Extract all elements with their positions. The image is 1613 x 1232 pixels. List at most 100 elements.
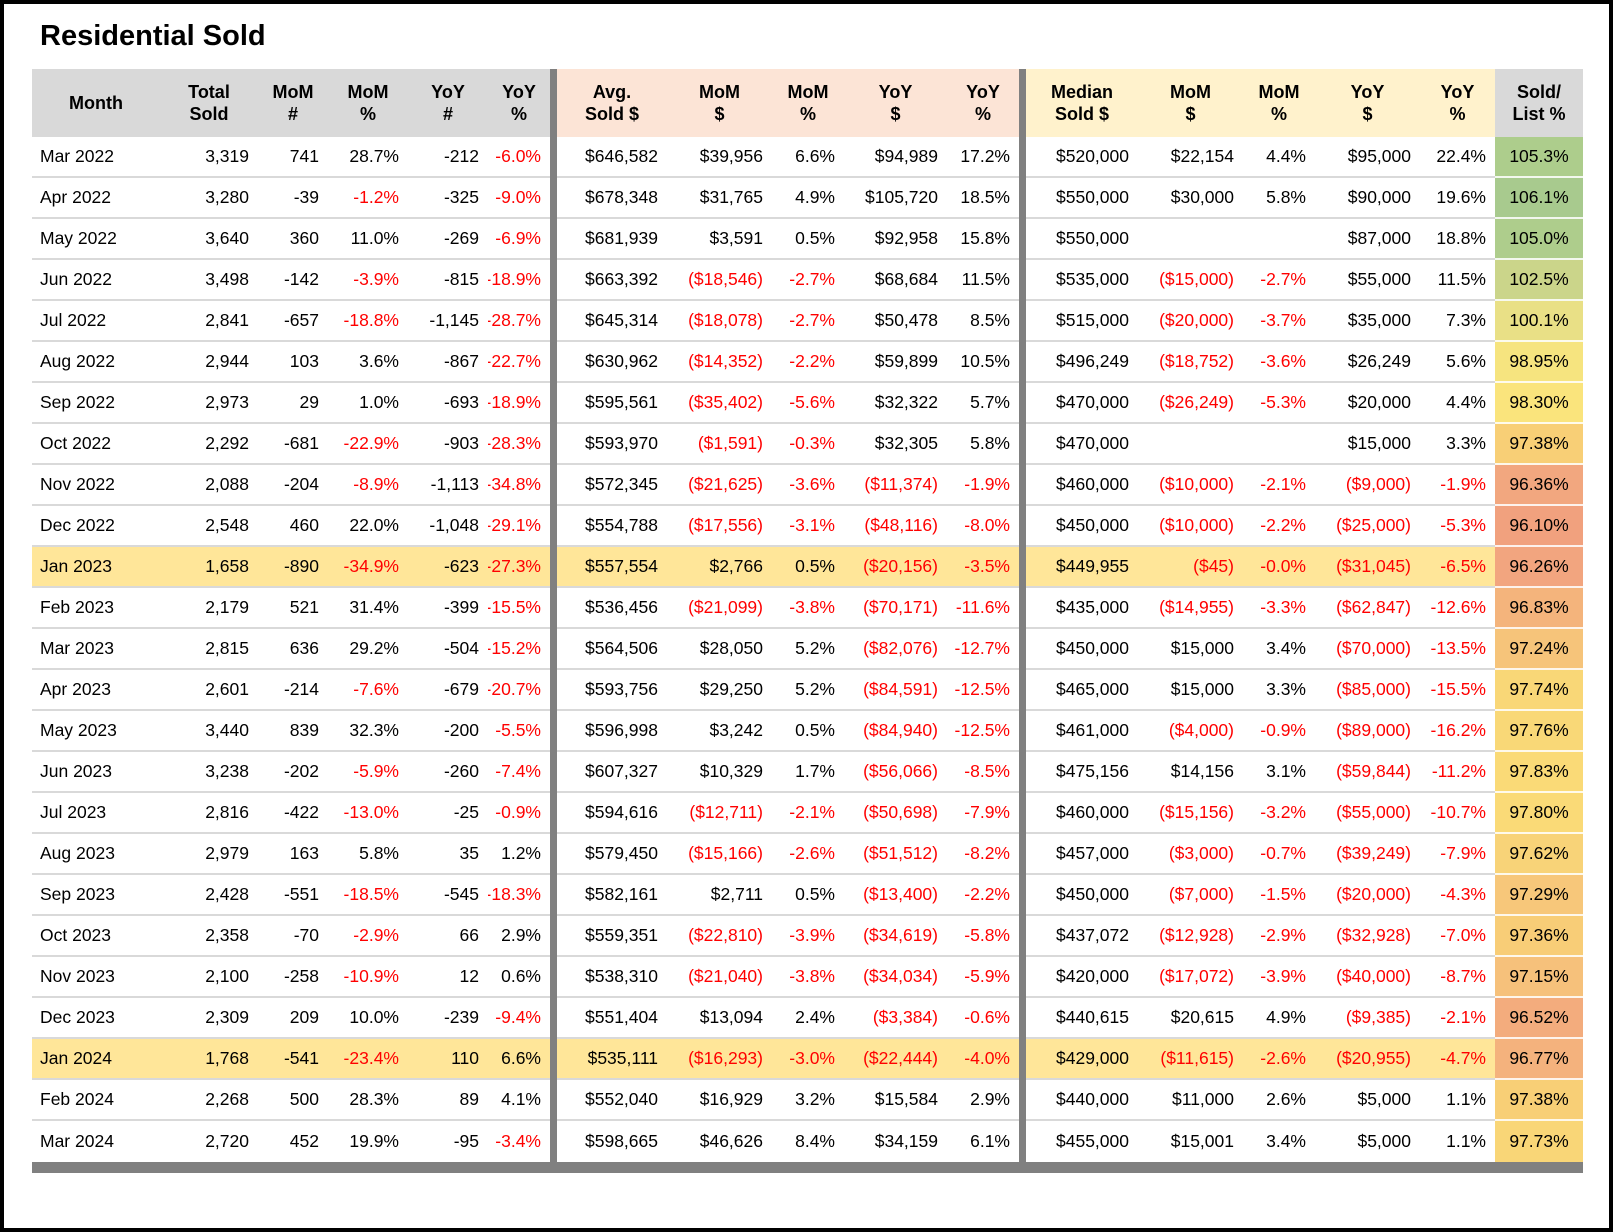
section-divider xyxy=(550,465,557,506)
cell-yoy-num: -269 xyxy=(408,219,488,260)
column-header-total-sold: TotalSold xyxy=(160,69,258,137)
cell-sold-list-pct: 97.15% xyxy=(1495,957,1583,998)
cell-avg-sold: $538,310 xyxy=(557,957,667,998)
cell-total-sold: 2,973 xyxy=(160,383,258,424)
cell-median-sold: $475,156 xyxy=(1026,752,1138,793)
cell-avg-sold: $595,561 xyxy=(557,383,667,424)
cell-mom-num: 460 xyxy=(258,506,328,547)
cell-avg-mom-usd: $16,929 xyxy=(667,1080,772,1121)
cell-avg-sold: $557,554 xyxy=(557,547,667,588)
cell-avg-mom-pct: 0.5% xyxy=(772,875,844,916)
section-divider xyxy=(1019,998,1026,1039)
table-row: Jan 20241,768-541-23.4%1106.6%$535,111($… xyxy=(32,1039,1583,1080)
cell-avg-yoy-usd: ($84,940) xyxy=(844,711,947,752)
cell-avg-yoy-pct: 6.1% xyxy=(947,1121,1019,1162)
cell-mom-pct: -23.4% xyxy=(328,1039,408,1080)
cell-median-sold: $550,000 xyxy=(1026,219,1138,260)
cell-avg-yoy-pct: -5.8% xyxy=(947,916,1019,957)
cell-avg-mom-usd: $31,765 xyxy=(667,178,772,219)
cell-avg-mom-pct: 3.2% xyxy=(772,1080,844,1121)
cell-avg-sold: $536,456 xyxy=(557,588,667,629)
cell-mom-num: -258 xyxy=(258,957,328,998)
cell-yoy-pct: -18.3% xyxy=(488,875,550,916)
cell-med-mom-usd: ($15,156) xyxy=(1138,793,1243,834)
cell-yoy-pct: 4.1% xyxy=(488,1080,550,1121)
cell-med-mom-pct: 3.3% xyxy=(1243,670,1315,711)
cell-avg-mom-pct: -2.2% xyxy=(772,342,844,383)
cell-avg-mom-pct: 4.9% xyxy=(772,178,844,219)
cell-med-mom-pct: 3.4% xyxy=(1243,629,1315,670)
section-divider xyxy=(1019,383,1026,424)
cell-avg-yoy-usd: $92,958 xyxy=(844,219,947,260)
cell-yoy-num: 89 xyxy=(408,1080,488,1121)
cell-avg-yoy-usd: $34,159 xyxy=(844,1121,947,1162)
cell-avg-yoy-usd: ($3,384) xyxy=(844,998,947,1039)
cell-month: Apr 2023 xyxy=(32,670,160,711)
table-row: Apr 20232,601-214-7.6%-679-20.7%$593,756… xyxy=(32,670,1583,711)
section-divider xyxy=(550,793,557,834)
cell-yoy-pct: -6.9% xyxy=(488,219,550,260)
cell-median-sold: $429,000 xyxy=(1026,1039,1138,1080)
cell-median-sold: $470,000 xyxy=(1026,383,1138,424)
cell-median-sold: $449,955 xyxy=(1026,547,1138,588)
cell-avg-yoy-pct: -8.0% xyxy=(947,506,1019,547)
cell-med-yoy-pct: -15.5% xyxy=(1420,670,1495,711)
cell-month: Dec 2022 xyxy=(32,506,160,547)
cell-yoy-pct: -28.7% xyxy=(488,301,550,342)
cell-avg-mom-pct: 2.4% xyxy=(772,998,844,1039)
cell-yoy-num: 12 xyxy=(408,957,488,998)
cell-avg-sold: $551,404 xyxy=(557,998,667,1039)
section-divider xyxy=(1019,1039,1026,1080)
cell-avg-mom-usd: $13,094 xyxy=(667,998,772,1039)
cell-med-mom-usd: ($12,928) xyxy=(1138,916,1243,957)
cell-yoy-num: -867 xyxy=(408,342,488,383)
table-body: Mar 20223,31974128.7%-212-6.0%$646,582$3… xyxy=(32,137,1583,1162)
cell-yoy-num: -903 xyxy=(408,424,488,465)
cell-mom-pct: 1.0% xyxy=(328,383,408,424)
cell-median-sold: $550,000 xyxy=(1026,178,1138,219)
cell-mom-pct: -1.2% xyxy=(328,178,408,219)
cell-med-mom-pct: -3.7% xyxy=(1243,301,1315,342)
cell-med-mom-usd: ($14,955) xyxy=(1138,588,1243,629)
cell-avg-mom-pct: -2.7% xyxy=(772,260,844,301)
cell-med-mom-usd: ($3,000) xyxy=(1138,834,1243,875)
section-divider xyxy=(1019,69,1026,137)
cell-med-yoy-usd: $20,000 xyxy=(1315,383,1420,424)
cell-total-sold: 2,601 xyxy=(160,670,258,711)
cell-avg-yoy-usd: ($70,171) xyxy=(844,588,947,629)
cell-yoy-num: 35 xyxy=(408,834,488,875)
table-row: Nov 20222,088-204-8.9%-1,113-34.8%$572,3… xyxy=(32,465,1583,506)
section-divider xyxy=(550,178,557,219)
cell-yoy-num: -815 xyxy=(408,260,488,301)
cell-sold-list-pct: 97.36% xyxy=(1495,916,1583,957)
cell-mom-pct: 29.2% xyxy=(328,629,408,670)
cell-mom-num: -422 xyxy=(258,793,328,834)
cell-sold-list-pct: 105.3% xyxy=(1495,137,1583,178)
cell-month: Jan 2024 xyxy=(32,1039,160,1080)
cell-med-mom-pct: -3.2% xyxy=(1243,793,1315,834)
cell-total-sold: 2,944 xyxy=(160,342,258,383)
section-divider xyxy=(1019,1121,1026,1162)
section-divider xyxy=(1019,875,1026,916)
cell-month: Apr 2022 xyxy=(32,178,160,219)
cell-month: Feb 2024 xyxy=(32,1080,160,1121)
cell-mom-num: -204 xyxy=(258,465,328,506)
cell-yoy-pct: -3.4% xyxy=(488,1121,550,1162)
table-row: Sep 20222,973291.0%-693-18.9%$595,561($3… xyxy=(32,383,1583,424)
cell-med-mom-pct: -1.5% xyxy=(1243,875,1315,916)
section-divider xyxy=(1019,301,1026,342)
cell-total-sold: 3,440 xyxy=(160,711,258,752)
cell-mom-num: 636 xyxy=(258,629,328,670)
cell-med-yoy-usd: $95,000 xyxy=(1315,137,1420,178)
cell-mom-num: -541 xyxy=(258,1039,328,1080)
cell-med-mom-pct: -2.9% xyxy=(1243,916,1315,957)
cell-avg-yoy-usd: ($48,116) xyxy=(844,506,947,547)
cell-total-sold: 2,816 xyxy=(160,793,258,834)
section-divider xyxy=(1019,670,1026,711)
cell-median-sold: $460,000 xyxy=(1026,465,1138,506)
cell-avg-yoy-pct: 2.9% xyxy=(947,1080,1019,1121)
column-header-med-yoy-pct: YoY% xyxy=(1420,69,1495,137)
section-divider xyxy=(1019,506,1026,547)
cell-avg-sold: $681,939 xyxy=(557,219,667,260)
cell-med-yoy-usd: ($39,249) xyxy=(1315,834,1420,875)
